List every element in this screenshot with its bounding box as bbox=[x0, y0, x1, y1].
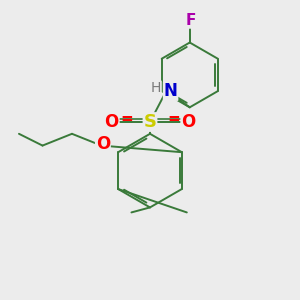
Text: S: S bbox=[143, 113, 157, 131]
Text: N: N bbox=[164, 82, 178, 100]
Text: O: O bbox=[96, 135, 110, 153]
Text: O: O bbox=[105, 113, 119, 131]
Text: H: H bbox=[151, 81, 161, 95]
Text: =: = bbox=[120, 111, 133, 126]
Text: O: O bbox=[181, 113, 195, 131]
Text: =: = bbox=[167, 111, 180, 126]
Text: F: F bbox=[186, 13, 196, 28]
